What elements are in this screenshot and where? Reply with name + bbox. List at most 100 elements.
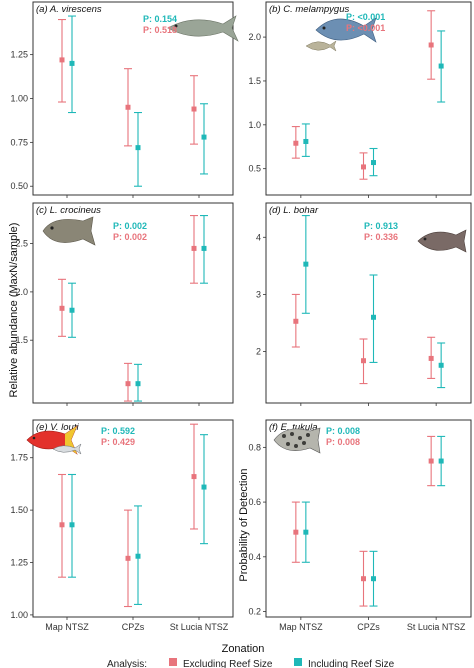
x-axis-label: Zonation — [222, 643, 265, 655]
data-point — [293, 529, 299, 535]
y-axis-label-left: Relative abundance (MaxN/sample) — [8, 223, 20, 398]
data-point — [191, 106, 197, 112]
p-value-excluding: P: 0.008 — [326, 437, 360, 447]
data-point — [59, 57, 65, 63]
data-point — [191, 245, 197, 251]
panel-title: (f) E. tukula — [269, 422, 318, 433]
x-tick-label: St Lucia NTSZ — [170, 622, 229, 632]
y-tick-label: 2.0 — [248, 32, 261, 42]
x-tick-label: CPZs — [122, 622, 145, 632]
data-point — [428, 355, 434, 361]
y-tick-label: 0.2 — [248, 607, 261, 617]
fish-illustration-icon — [273, 427, 321, 454]
data-point — [428, 458, 434, 464]
p-value-excluding: P: 0.336 — [364, 232, 398, 242]
panel-a: 0.50 0.75 1.00 1.25 (a) A. virescens P: 0.154… — [10, 1, 239, 198]
p-value-including: P: <0.001 — [346, 12, 385, 22]
y-tick-label: 0.8 — [248, 442, 261, 452]
legend-label-excluding: Excluding Reef Size — [183, 659, 273, 668]
data-point — [361, 164, 366, 170]
data-point — [201, 134, 207, 140]
y-tick-label: 3 — [256, 289, 261, 299]
data-point — [303, 529, 309, 535]
x-tick-label: CPZs — [357, 622, 380, 632]
legend-label-including: Including Reef Size — [308, 659, 395, 668]
p-value-including: P: 0.913 — [364, 221, 398, 231]
y-tick-label: 0.5 — [248, 164, 261, 174]
data-point — [201, 245, 207, 251]
y-tick-label: 1.00 — [10, 94, 28, 104]
y-tick-label: 1.50 — [10, 505, 28, 515]
y-tick-label: 1.5 — [248, 76, 261, 86]
panels: 0.50 0.75 1.00 1.25 (a) A. virescens P: 0.154… — [10, 1, 472, 632]
y-tick-label: 0.50 — [10, 181, 28, 191]
panel-title: (a) A. virescens — [36, 4, 102, 15]
y-tick-label: 0.6 — [248, 497, 261, 507]
x-tick-label: St Lucia NTSZ — [407, 622, 466, 632]
data-point — [303, 261, 309, 267]
p-value-including: P: 0.002 — [113, 221, 147, 231]
y-tick-label: 1.0 — [248, 120, 261, 130]
data-point — [69, 522, 75, 528]
data-point — [371, 160, 376, 166]
data-point — [125, 104, 131, 110]
y-tick-label: 2 — [256, 347, 261, 357]
data-point — [59, 522, 65, 528]
fish-illustration-icon — [305, 17, 377, 52]
panel-title: (b) C. melampygus — [269, 4, 349, 15]
data-point — [69, 307, 75, 313]
p-value-excluding: P: 0.518 — [143, 25, 177, 35]
x-tick-label: Map NTSZ — [279, 622, 323, 632]
panel-frame — [32, 419, 234, 618]
data-point — [201, 484, 207, 490]
panel-f: 0.2 0.4 0.6 0.8 Map NTSZ CPZs St Lucia NTSZ (f)… — [248, 419, 472, 632]
data-point — [293, 140, 299, 146]
panel-title: (d) L. bohar — [269, 205, 319, 216]
data-point — [438, 63, 444, 69]
data-point — [361, 358, 366, 364]
p-value-excluding: P: <0.001 — [346, 23, 385, 33]
p-value-including: P: 0.592 — [101, 426, 135, 436]
legend-title: Analysis: — [107, 659, 147, 668]
y-axis-label-right: Probability of Detection — [238, 468, 250, 581]
y-tick-label: 0.75 — [10, 137, 28, 147]
y-tick-label: 4 — [256, 232, 261, 242]
data-point — [371, 576, 376, 582]
data-point — [125, 381, 131, 387]
fish-illustration-icon — [417, 229, 467, 253]
fish-illustration-icon — [167, 15, 239, 42]
y-tick-label: 1.00 — [10, 610, 28, 620]
data-point — [438, 362, 444, 368]
p-value-including: P: 0.154 — [143, 14, 177, 24]
data-point — [125, 555, 131, 561]
data-point — [135, 145, 141, 151]
data-point — [361, 576, 366, 582]
data-point — [303, 138, 309, 144]
legend: Analysis: Excluding Reef Size Including … — [107, 658, 395, 668]
y-tick-label: 1.25 — [10, 50, 28, 60]
legend-swatch-including — [294, 658, 302, 666]
p-value-including: P: 0.008 — [326, 426, 360, 436]
legend-swatch-excluding — [169, 658, 177, 666]
panel-title: (c) L. crocineus — [36, 205, 101, 216]
y-tick-label: 2.5 — [15, 239, 28, 249]
y-tick-label: 1.25 — [10, 558, 28, 568]
data-point — [69, 60, 75, 66]
y-tick-label: 1.5 — [15, 335, 28, 345]
data-point — [371, 314, 376, 320]
data-point — [438, 458, 444, 464]
y-tick-label: 1.75 — [10, 453, 28, 463]
data-point — [135, 381, 141, 387]
p-value-excluding: P: 0.429 — [101, 437, 135, 447]
fish-illustration-icon — [26, 425, 82, 455]
data-point — [135, 553, 141, 559]
p-value-excluding: P: 0.002 — [113, 232, 147, 242]
data-point — [428, 42, 434, 48]
data-point — [293, 318, 299, 324]
y-tick-label: 2.0 — [15, 287, 28, 297]
panel-title: (e) V. louti — [36, 422, 79, 433]
x-tick-label: Map NTSZ — [45, 622, 89, 632]
